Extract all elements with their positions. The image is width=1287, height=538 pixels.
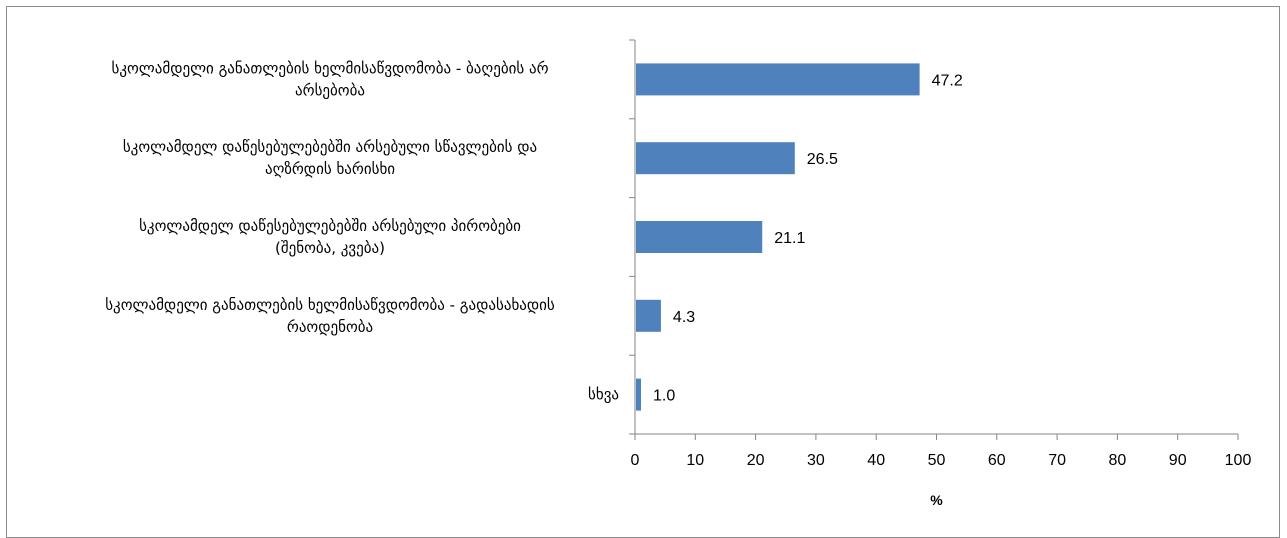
data-label: 26.5: [807, 151, 838, 168]
data-label: 21.1: [774, 230, 805, 247]
bar: [636, 142, 795, 175]
category-label-line: რაოდენობა: [287, 318, 373, 336]
data-label: 4.3: [673, 309, 695, 326]
x-tick-label: 30: [807, 452, 825, 469]
data-label: 47.2: [932, 72, 963, 89]
category-label: სკოლამდელ დაწესებულებებში არსებული სწავლ…: [123, 138, 537, 178]
category-label-line: სხვა: [588, 386, 619, 404]
x-tick-label: 100: [1225, 452, 1252, 469]
category-labels-group: 47.2 სკოლამდელი განათლების ხელმისაწვდომობ…: [105, 59, 963, 404]
x-tick-label: 90: [1169, 452, 1187, 469]
x-tick-label: 80: [1109, 452, 1127, 469]
category-label-line: სკოლამდელ დაწესებულებებში არსებული პირობ…: [139, 217, 521, 235]
x-tick-label: 0: [631, 452, 640, 469]
bars-group: [636, 63, 920, 411]
x-tick-label: 20: [747, 452, 765, 469]
category-label-line: (შენობა, კვება): [275, 239, 385, 257]
x-tick-label: 10: [686, 452, 704, 469]
category-label: სკოლამდელ დაწესებულებებში არსებული პირობ…: [139, 217, 521, 257]
category-label-line: სკოლამდელ დაწესებულებებში არსებული სწავლ…: [123, 138, 537, 156]
category-label-line: არსებობა: [295, 81, 365, 99]
category-label-line: აღზრდის ხარისხი: [265, 160, 395, 178]
bar: [636, 221, 763, 253]
x-tick-label: 50: [928, 452, 946, 469]
x-tick-label: 40: [867, 452, 885, 469]
x-tick-label: 60: [988, 452, 1006, 469]
category-label-line: სკოლამდელი განათლების ხელმისაწვდომობა - …: [105, 296, 555, 314]
category-label: სხვა: [588, 386, 619, 404]
bar: [636, 378, 642, 411]
bar: [636, 299, 661, 332]
x-axis-title: %: [930, 492, 943, 508]
bar: [636, 63, 920, 96]
x-axis-group: 0 10 20 30 40 50 60 70 80 90 100: [629, 39, 1252, 469]
category-label: სკოლამდელი განათლების ხელმისაწვდომობა - …: [111, 59, 548, 99]
category-label: სკოლამდელი განათლების ხელმისაწვდომობა - …: [105, 296, 555, 336]
data-label: 1.0: [653, 388, 675, 405]
category-label-line: სკოლამდელი განათლების ხელმისაწვდომობა - …: [111, 59, 548, 77]
x-tick-label: 70: [1048, 452, 1066, 469]
